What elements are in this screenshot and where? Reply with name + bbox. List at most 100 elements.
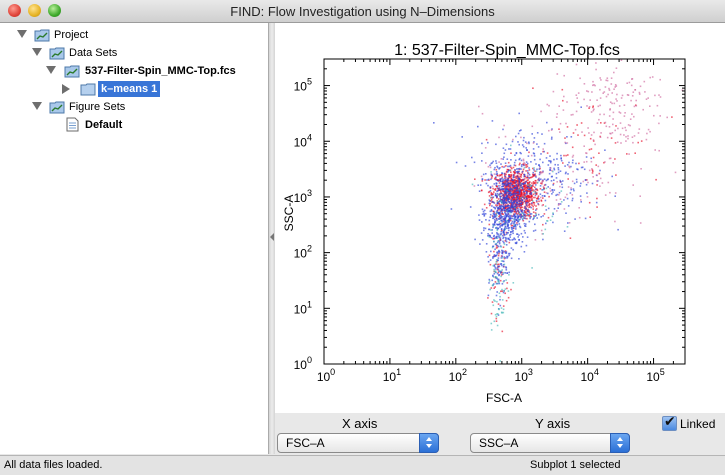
scatter-point: [496, 313, 498, 315]
scatter-point: [640, 140, 643, 142]
disclosure-triangle-icon[interactable]: [46, 66, 56, 74]
scatter-point: [527, 188, 529, 191]
y-axis-select-stepper-icon[interactable]: [610, 433, 630, 453]
scatter-point: [503, 263, 506, 266]
close-window-button[interactable]: [8, 4, 21, 17]
tree-item-fcs-file[interactable]: 537-Filter-Spin_MMC-Top.fcs: [0, 63, 268, 81]
scatter-point: [611, 92, 613, 94]
scatter-point: [518, 202, 521, 205]
scatter-point: [501, 255, 504, 258]
disclosure-triangle-icon[interactable]: [62, 84, 70, 94]
scatter-point: [497, 198, 500, 200]
scatter-point: [494, 178, 496, 180]
window-titlebar: FIND: Flow Investigation using N–Dimensi…: [0, 0, 725, 23]
scatter-point: [523, 229, 526, 232]
scatter-point: [494, 207, 497, 210]
scatter-point: [522, 195, 525, 197]
tree-item-data-sets[interactable]: Data Sets: [0, 45, 268, 63]
scatter-point: [605, 95, 608, 98]
scatter-point: [526, 174, 529, 176]
y-axis-select[interactable]: SSC–A: [470, 433, 630, 453]
x-axis-select-value: FSC–A: [286, 436, 325, 450]
scatter-point: [537, 203, 540, 206]
x-axis-select[interactable]: FSC–A: [277, 433, 439, 453]
scatter-point: [489, 200, 491, 203]
scatter-point: [501, 312, 503, 314]
disclosure-triangle-icon[interactable]: [32, 48, 42, 56]
scatter-point: [496, 267, 499, 269]
tree-item-figure-sets[interactable]: Figure Sets: [0, 99, 268, 117]
scatter-point: [490, 312, 493, 315]
scatter-point: [557, 167, 560, 169]
scatter-point: [550, 175, 553, 178]
scatter-point: [483, 214, 486, 216]
scatter-point: [506, 195, 509, 197]
scatter-point: [562, 99, 564, 102]
scatter-point: [523, 200, 526, 203]
scatter-point: [619, 122, 622, 124]
scatter-point: [525, 212, 527, 214]
scatter-point: [497, 303, 500, 305]
scatter-chart[interactable]: 1: 537-Filter-Spin_MMC-Top.fcs 100100101…: [275, 23, 725, 413]
scatter-point: [612, 162, 614, 164]
scatter-point: [509, 198, 511, 200]
x-axis-select-stepper-icon[interactable]: [419, 433, 439, 453]
scatter-point: [487, 233, 489, 235]
scatter-point: [500, 207, 502, 210]
scatter-point: [527, 155, 530, 157]
disclosure-triangle-icon[interactable]: [32, 102, 42, 110]
scatter-point: [513, 182, 516, 184]
scatter-point: [516, 200, 519, 202]
disclosure-triangle-icon[interactable]: [17, 30, 27, 38]
scatter-point: [566, 142, 569, 144]
scatter-point: [490, 171, 492, 173]
tree-item-kmeans[interactable]: k–means 1: [0, 81, 268, 99]
scatter-point: [508, 180, 511, 182]
scatter-point: [540, 110, 542, 113]
linked-label: Linked: [680, 417, 716, 431]
scatter-point: [505, 269, 508, 271]
scatter-point: [497, 271, 500, 274]
scatter-point: [503, 209, 506, 211]
scatter-point: [506, 197, 509, 199]
scatter-point: [517, 170, 519, 173]
scatter-point: [609, 101, 612, 103]
scatter-point: [503, 290, 505, 292]
minimize-window-button[interactable]: [28, 4, 41, 17]
scatter-point: [505, 239, 507, 241]
scatter-point: [511, 207, 514, 209]
scatter-point: [512, 230, 514, 232]
scatter-point: [500, 270, 502, 273]
scatter-point: [491, 174, 493, 177]
scatter-point: [495, 276, 497, 278]
scatter-point: [524, 196, 526, 198]
scatter-point: [491, 229, 493, 231]
tree-item-default[interactable]: Default: [0, 117, 268, 135]
scatter-point: [615, 98, 617, 100]
scatter-point: [577, 134, 579, 136]
scatter-point: [514, 238, 516, 241]
pane-splitter[interactable]: [269, 23, 275, 454]
scatter-point: [552, 221, 554, 224]
scatter-point: [493, 255, 496, 258]
scatter-point: [552, 191, 554, 193]
zoom-window-button[interactable]: [48, 4, 61, 17]
scatter-point: [532, 200, 534, 202]
tree-item-project[interactable]: Project: [0, 27, 268, 45]
scatter-point: [590, 148, 593, 150]
scatter-point: [521, 203, 524, 205]
scatter-point: [505, 184, 507, 187]
scatter-point: [570, 136, 573, 138]
scatter-point: [541, 133, 543, 135]
scatter-point: [529, 214, 531, 216]
scatter-point: [514, 154, 516, 156]
linked-checkbox[interactable]: ✔: [662, 413, 677, 431]
scatter-point: [513, 180, 516, 182]
scatter-point: [510, 247, 513, 249]
scatter-point: [499, 200, 501, 202]
scatter-point: [503, 124, 505, 127]
scatter-point: [507, 229, 510, 232]
scatter-point: [522, 215, 524, 217]
scatter-point: [518, 170, 520, 173]
scatter-point: [503, 179, 506, 182]
